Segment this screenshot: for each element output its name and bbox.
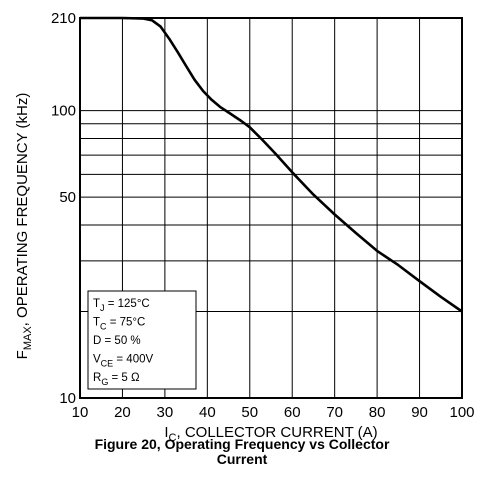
x-tick-label: 70 [326, 404, 343, 421]
figure-caption-line2: Current [216, 451, 268, 467]
y-tick-label: 100 [51, 103, 76, 120]
legend-entry-rest: = 400V [113, 354, 153, 366]
plot-frame [79, 17, 463, 399]
legend-entry-sub: J [100, 303, 105, 313]
legend-entry-sub: G [101, 377, 108, 387]
x-tick-label: 10 [72, 404, 89, 421]
x-tick-label: 80 [369, 404, 386, 421]
y-tick-label: 210 [51, 10, 76, 27]
x-tick-labels: 10 20 30 40 50 60 70 80 90 100 [72, 404, 475, 421]
legend-entry: TC = 75°C [93, 317, 145, 332]
x-tick-label: 20 [114, 404, 131, 421]
x-tick-label: 40 [199, 404, 216, 421]
legend-entry-main: V [93, 354, 101, 366]
legend-entry: VCE = 400V [93, 354, 153, 369]
x-axis-label-main: I [164, 424, 168, 441]
legend-entry-main: R [93, 372, 101, 384]
legend-entry-rest: = 5 Ω [108, 372, 140, 384]
x-tick-label: 100 [449, 404, 474, 421]
legend-entry-rest: = 50 % [101, 335, 140, 347]
series-curve [80, 16, 463, 313]
x-axis-label-sub: C [169, 432, 177, 444]
legend-entry-rest: = 75°C [107, 317, 146, 329]
x-tick-label: 60 [284, 404, 301, 421]
x-axis-label: IC, COLLECTOR CURRENT (A) [164, 424, 377, 444]
legend: TJ = 125°CTC = 75°CD = 50 %VCE = 400VRG … [87, 290, 197, 390]
legend-entry: D = 50 % [93, 335, 141, 347]
x-tick-label: 90 [411, 404, 428, 421]
legend-entry-rest: = 125°C [105, 298, 150, 310]
x-tick-label: 50 [241, 404, 258, 421]
figure-caption-line1: Figure 20, Operating Frequency vs Collec… [94, 436, 390, 452]
legend-entry: RG = 5 Ω [93, 372, 140, 387]
legend-entry: TJ = 125°C [93, 298, 150, 313]
legend-entry-main: D [93, 335, 101, 347]
y-axis-label-rest: , OPERATING FREQUENCY (kHz) [14, 93, 31, 327]
legend-entry-sub: C [100, 322, 107, 332]
y-tick-labels: 210 100 50 10 [51, 10, 76, 407]
y-tick-label: 10 [59, 390, 76, 407]
y-axis-label: FMAX, OPERATING FREQUENCY (kHz) [14, 93, 34, 360]
legend-entry-main: T [93, 317, 100, 329]
legend-entry-sub: CE [101, 359, 114, 369]
y-tick-label: 50 [59, 189, 76, 206]
y-axis-label-main: F [14, 350, 31, 359]
y-axis-label-sub: MAX [22, 326, 34, 351]
legend-box [87, 290, 197, 390]
x-axis-label-rest: , COLLECTOR CURRENT (A) [176, 424, 377, 441]
x-tick-label: 30 [157, 404, 174, 421]
legend-entry-main: T [93, 298, 100, 310]
